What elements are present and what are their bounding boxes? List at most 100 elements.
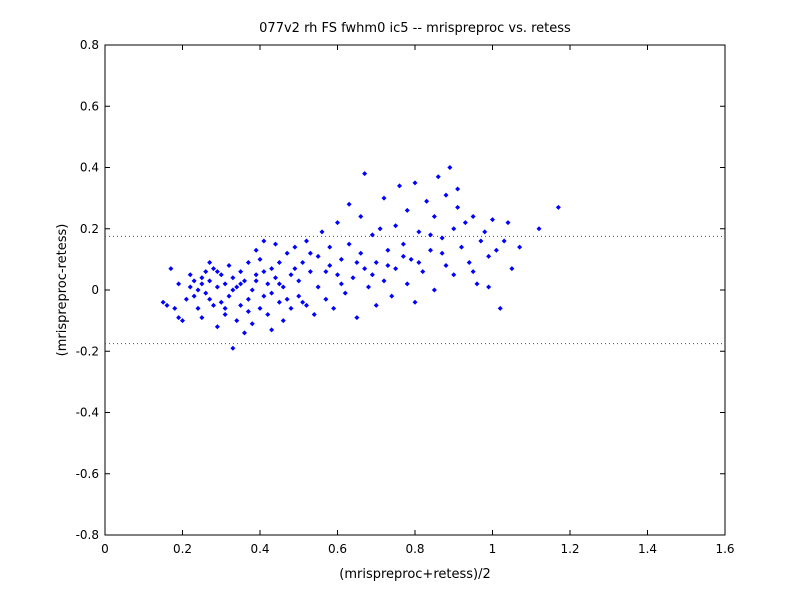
chart-title: 077v2 rh FS fwhm0 ic5 -- mrispreproc vs.… — [259, 21, 571, 36]
data-point — [257, 256, 263, 262]
data-point — [276, 299, 282, 305]
data-point — [280, 284, 286, 290]
data-point — [296, 293, 302, 299]
data-point — [276, 259, 282, 265]
reference-lines — [105, 235, 725, 345]
data-point — [397, 183, 402, 189]
data-point — [381, 195, 387, 201]
data-point — [424, 198, 430, 204]
data-point — [300, 299, 306, 305]
data-point — [431, 287, 437, 293]
data-point — [180, 318, 185, 324]
data-point — [385, 247, 391, 253]
data-point — [207, 296, 213, 302]
y-tick-label: 0 — [91, 283, 99, 297]
data-point — [234, 318, 240, 324]
data-point — [311, 312, 317, 317]
y-tick-label: 0.8 — [80, 38, 99, 52]
data-point — [323, 269, 329, 275]
data-point — [226, 263, 232, 268]
data-point — [234, 284, 240, 290]
data-point — [253, 247, 259, 253]
data-point — [459, 244, 464, 250]
data-point — [261, 269, 267, 275]
data-point — [451, 272, 457, 278]
data-point — [323, 296, 329, 302]
data-point — [338, 256, 344, 262]
data-point — [242, 278, 247, 284]
data-point — [455, 186, 461, 192]
data-point — [253, 272, 259, 278]
y-tick-label: 0.6 — [80, 99, 99, 113]
y-tick-label: 0.2 — [80, 222, 99, 236]
data-point — [358, 250, 364, 256]
data-point — [393, 266, 399, 272]
data-points — [160, 165, 561, 351]
data-point — [238, 269, 244, 275]
data-point — [191, 278, 197, 284]
data-point — [191, 293, 197, 299]
data-point — [327, 263, 333, 268]
data-point — [276, 281, 282, 287]
data-point — [230, 275, 236, 281]
data-point — [269, 290, 275, 296]
data-point — [381, 278, 387, 284]
data-point — [230, 345, 236, 351]
data-point — [400, 253, 406, 259]
data-point — [346, 241, 352, 247]
data-point — [307, 269, 313, 275]
data-point — [462, 220, 468, 226]
data-point — [296, 278, 302, 284]
data-point — [249, 321, 255, 327]
data-point — [238, 281, 244, 287]
data-point — [412, 299, 418, 305]
data-point — [292, 244, 298, 250]
data-point — [362, 171, 368, 177]
data-point — [509, 266, 515, 272]
x-axis-ticks: 0 0.2 0.4 0.6 0.8 1 1.2 1.4 1.6 — [101, 45, 735, 556]
y-tick-label: -0.6 — [76, 467, 99, 481]
data-point — [176, 315, 182, 321]
x-tick-label: 1.2 — [560, 542, 579, 556]
data-point — [486, 284, 492, 290]
data-point — [315, 284, 321, 290]
data-point — [335, 220, 340, 226]
data-point — [218, 272, 224, 278]
x-tick-label: 1 — [489, 542, 497, 556]
data-point — [428, 232, 433, 238]
data-point — [207, 259, 213, 265]
data-point — [245, 296, 251, 302]
data-point — [447, 165, 453, 170]
data-point — [439, 235, 445, 241]
data-point — [203, 290, 209, 296]
data-point — [195, 305, 201, 311]
data-point — [373, 259, 379, 265]
data-point — [214, 284, 220, 290]
data-point — [501, 238, 507, 244]
data-point — [288, 272, 294, 278]
data-point — [439, 250, 445, 256]
data-point — [404, 207, 410, 213]
data-point — [443, 263, 449, 268]
data-point — [373, 302, 379, 308]
data-point — [187, 272, 193, 278]
data-point — [451, 226, 457, 232]
x-axis-label: (mrispreproc+retess)/2 — [339, 567, 491, 582]
data-point — [385, 263, 391, 268]
data-point — [273, 275, 278, 281]
data-point — [242, 330, 247, 336]
data-point — [443, 192, 449, 198]
data-point — [207, 278, 213, 284]
y-tick-label: -0.4 — [76, 406, 99, 420]
data-point — [288, 305, 294, 311]
data-point — [536, 226, 542, 232]
data-point — [389, 293, 395, 299]
data-point — [315, 253, 321, 259]
data-point — [408, 256, 414, 262]
data-point — [214, 324, 220, 330]
data-point — [218, 299, 224, 305]
data-point — [474, 281, 480, 287]
data-point — [369, 272, 375, 278]
data-point — [455, 204, 461, 210]
